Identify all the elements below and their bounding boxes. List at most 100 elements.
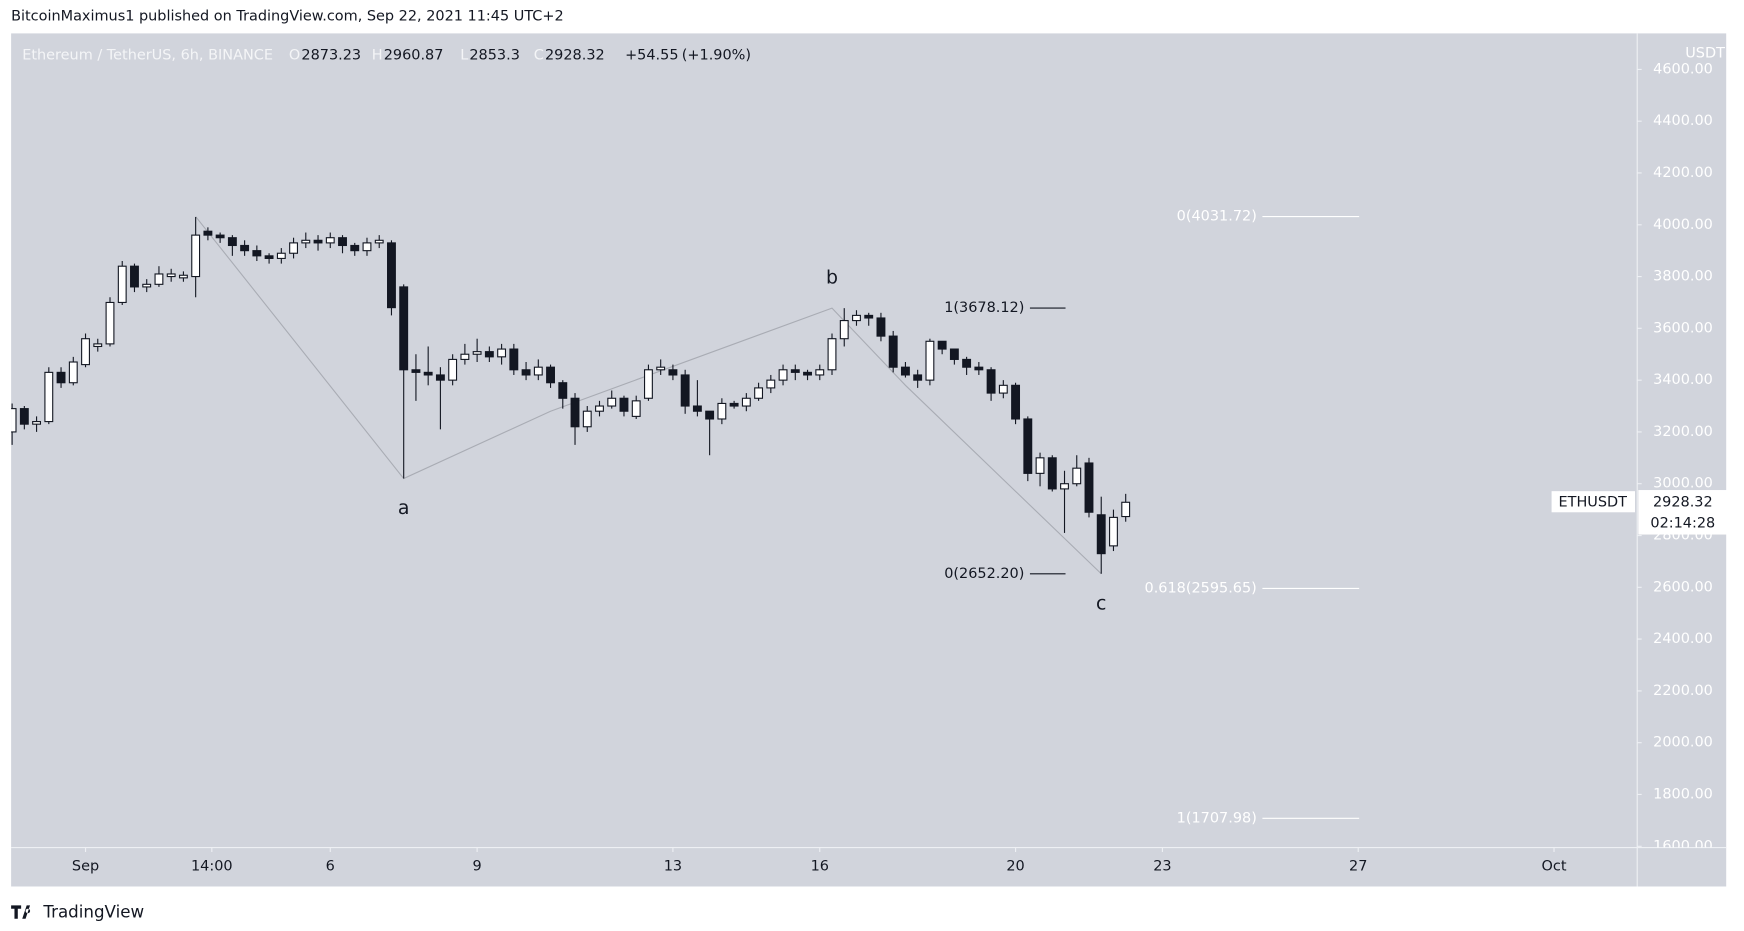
wave-label: b [826,267,838,289]
candle-body [607,397,617,407]
candle-body [252,250,262,257]
wave-label: a [398,497,410,519]
y-tick-label: 4600.00 [1653,61,1713,77]
logo-icon [11,905,31,919]
x-tick-label: 9 [473,858,482,874]
candle-body [839,320,849,340]
candle-body [937,340,947,350]
x-axis: Sep 14:00 6 9 13 16 20 23 27 Oct [72,847,1567,874]
y-tick-label: 3000.00 [1653,476,1713,492]
y-tick-label: 2200.00 [1653,683,1713,699]
fib-label: 0.618(2595.65) [1145,580,1257,596]
candle-body [631,400,641,417]
candle-body [680,374,690,407]
y-tick-label: 1600.00 [1653,838,1713,854]
candle-body [888,335,898,368]
candle-body [399,286,409,371]
candle-body [44,371,54,423]
price-tag [1638,490,1728,535]
candle-body [240,244,250,252]
x-tick-label: 23 [1153,858,1171,874]
fib-label: 1(3678.12) [944,300,1024,316]
candle-body [215,234,225,239]
candle-body [754,387,764,399]
candle-body [521,369,531,376]
candle-body [1023,418,1033,474]
candle-body [338,237,347,247]
y-tick-label: 4000.00 [1653,217,1713,233]
x-tick-label: 16 [811,858,829,874]
ohlc-value: 2928.32 [545,48,605,64]
candle-body [1084,462,1094,513]
candle-body [387,242,396,309]
candle-body [1096,514,1106,555]
ohlc-value: 2853.3 [469,48,520,64]
candle-body [570,397,580,428]
candle-body [949,348,959,360]
candle-body [460,353,470,360]
y-axis: 1600.00 1800.00 2000.00 2200.00 2400.00 2600.… [1637,61,1713,854]
candle-body [962,358,972,368]
candle-body [1121,501,1131,518]
ticker-tag [1551,491,1635,513]
candle-body [301,239,311,244]
price-tag-value: 2928.32 [1653,494,1713,510]
candle-body [276,252,286,259]
candle-body [558,382,568,399]
candle-body [105,301,115,345]
candle-body [374,239,384,244]
y-tick-label: 3200.00 [1653,424,1713,440]
fib-label: 0(2652.20) [944,566,1024,582]
candle-body [313,239,323,244]
ohlc-letter: L [460,48,468,64]
candle-body [864,314,874,319]
candle-body [509,348,519,371]
candle-body [533,366,543,376]
candle-body [1060,483,1069,490]
candle-body [289,242,299,254]
candle-body [32,421,42,425]
fib-label: 1(1707.98) [1177,810,1257,826]
x-tick-label: 20 [1006,858,1024,874]
candle-body [423,371,433,376]
y-tick-label: 2400.00 [1653,631,1713,647]
legend: Ethereum / TetherUS, 6h, BINANCE O 2873.23… [22,48,751,64]
y-tick-label: 2000.00 [1653,735,1713,751]
ticker-label: ETHUSDT [1559,494,1628,510]
candle-body [1072,467,1082,485]
x-tick-label: 14:00 [191,858,233,874]
footer-brand: TradingView [42,903,144,922]
candle-body [68,361,78,384]
candle-body [227,237,237,247]
publisher-line: BitcoinMaximus1 published on TradingView… [11,9,564,25]
candle-body [11,408,17,433]
y-tick-label: 3400.00 [1653,372,1713,388]
candle-body [448,358,458,381]
candle-body [717,402,727,420]
candle-body [827,338,837,371]
candle-body [117,265,127,304]
x-tick-label: Sep [72,858,99,874]
symbol-label: Ethereum / TetherUS, 6h, BINANCE [22,48,273,64]
candle-body [900,366,910,376]
candle-body [668,369,678,376]
candle-body [778,369,788,381]
chart-bg [11,33,1727,887]
candle-body [815,369,825,376]
candle-body [166,273,176,278]
plot: 0(4031.72) 0.618(2595.65) 1(1707.98) 1(3678… [11,209,1360,826]
wave-line [195,216,1102,575]
candle-body [191,234,201,278]
candle-body [154,273,164,285]
candle-body [582,410,592,428]
candle-body [178,274,188,279]
candle-body [19,408,29,425]
candle-body [472,351,482,355]
candle-body [203,230,213,236]
ohlc-value: 2960.87 [384,48,444,64]
y-tick-label: 3800.00 [1653,269,1713,285]
candle-body [325,237,335,244]
x-tick-label: 27 [1349,858,1367,874]
candle-body [497,348,507,358]
